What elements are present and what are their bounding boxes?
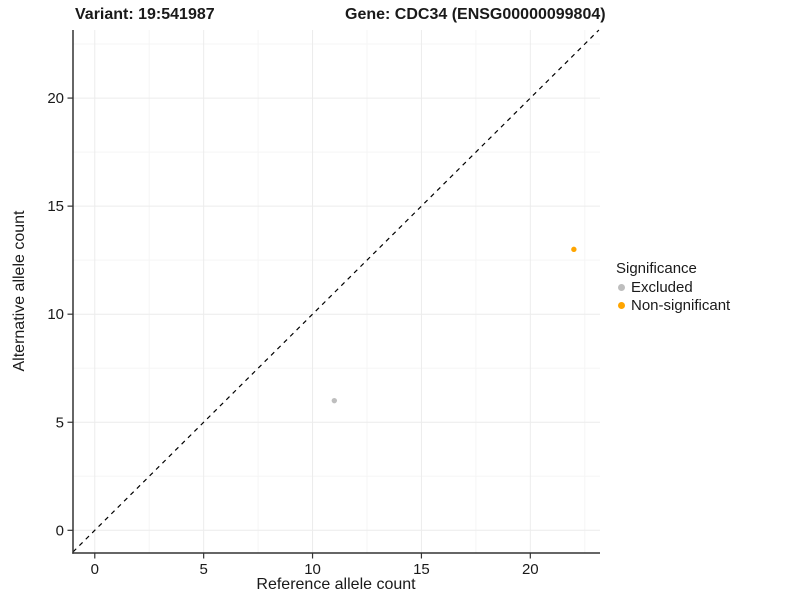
- data-point-non-significant: [571, 246, 577, 253]
- x-tick-label: 0: [91, 561, 99, 578]
- excluded-dot-icon: [618, 283, 625, 291]
- y-tick-label: 5: [56, 414, 64, 431]
- x-tick-label: 10: [304, 561, 321, 578]
- y-tick-label: 15: [47, 198, 64, 215]
- legend-title: Significance: [616, 260, 697, 277]
- y-axis-label: Alternative allele count: [11, 210, 28, 372]
- legend-item-label: Non-significant: [631, 296, 731, 314]
- legend-item-non-significant: Non-significant: [616, 296, 730, 314]
- legend-item-label: Excluded: [631, 278, 693, 296]
- x-tick-label: 5: [199, 561, 207, 578]
- identity-line: [72, 29, 600, 553]
- y-tick-label: 10: [47, 306, 64, 323]
- x-tick-label: 20: [522, 561, 539, 578]
- legend: Significance Excluded Non-significant: [616, 260, 730, 314]
- variant-title: Variant: 19:541987: [75, 6, 215, 23]
- gene-title: Gene: CDC34 (ENSG00000099804): [345, 6, 606, 23]
- y-tick-label: 20: [47, 90, 64, 107]
- data-point-excluded: [331, 397, 338, 404]
- y-tick-label: 0: [56, 522, 64, 539]
- non-significant-dot-icon: [618, 301, 625, 309]
- x-axis-label: Reference allele count: [256, 576, 416, 593]
- legend-item-excluded: Excluded: [616, 278, 730, 296]
- x-tick-label: 15: [413, 561, 430, 578]
